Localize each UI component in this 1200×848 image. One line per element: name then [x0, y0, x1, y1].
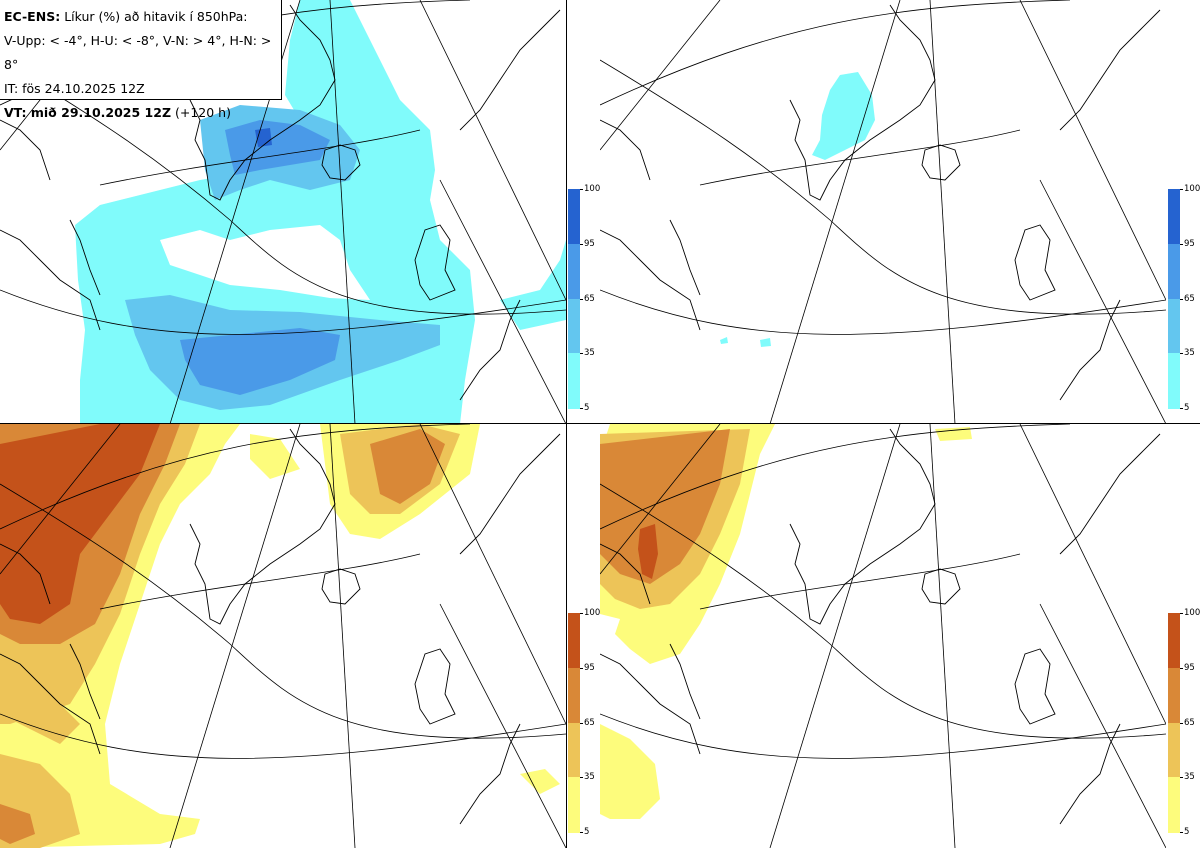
probability-field — [720, 72, 875, 347]
colorbar-tick-label: 35 — [584, 348, 595, 359]
colorbar-tick-label: 95 — [584, 662, 595, 673]
colorbar-segment — [1168, 777, 1180, 833]
coastlines — [600, 428, 1161, 825]
colorbar-tick-label: 35 — [1184, 772, 1195, 783]
probability-map — [0, 0, 566, 424]
colorbar-tick-label: 100 — [1184, 184, 1200, 194]
probability-field — [75, 0, 566, 424]
colorbar-segment — [1168, 722, 1180, 778]
colorbar-warm-left: 100 95 65 35 5 — [568, 608, 600, 837]
colorbar-segment — [568, 298, 580, 354]
valid-time: VT: mið 29.10.2025 12Z — [4, 105, 172, 120]
colorbar-tick-label: 35 — [1184, 348, 1195, 359]
colorbar-segment — [1168, 243, 1180, 299]
map-panel-cold-moderate: EC-ENS: Líkur (%) að hitavik í 850hPa: V… — [0, 0, 566, 424]
coastlines — [600, 4, 1161, 401]
colorbar-segment — [1168, 613, 1180, 669]
colorbar-tick-mark — [580, 298, 583, 300]
colorbar-tick-label: 100 — [584, 184, 601, 194]
colorbar-segment — [1168, 353, 1180, 409]
colorbar-tick-mark — [580, 408, 583, 409]
colorbar-cold-left: 100 95 65 35 5 — [568, 184, 600, 413]
colorbar-tick-mark — [580, 667, 583, 669]
colorbar-tick-mark — [1180, 667, 1183, 669]
probability-map — [600, 424, 1166, 848]
colorbar-segment — [1168, 189, 1180, 245]
init-time: IT: fös 24.10.2025 12Z — [4, 81, 145, 96]
colorbar-tick-mark — [1180, 243, 1183, 245]
graticule — [600, 0, 1166, 424]
colorbar-tick-mark — [580, 613, 583, 614]
colorbar-tick-mark — [1180, 189, 1183, 190]
info-box: EC-ENS: Líkur (%) að hitavik í 850hPa: V… — [0, 0, 282, 120]
colorbar-segment — [568, 722, 580, 778]
colorbar-tick-label: 5 — [1184, 403, 1190, 413]
colorbar-segment — [568, 353, 580, 409]
colorbar-tick-mark — [1180, 613, 1183, 614]
colorbar-segment — [568, 243, 580, 299]
colorbar-segment — [568, 613, 580, 669]
chart-title: Líkur (%) að hitavik í 850hPa: — [64, 9, 248, 24]
coastlines — [0, 428, 561, 825]
lead-time: (+120 h) — [175, 105, 231, 120]
probability-field — [0, 424, 560, 848]
graticule — [0, 424, 566, 848]
probability-field — [600, 424, 972, 819]
colorbar-tick-label: 95 — [1184, 662, 1195, 673]
colorbar-tick-label: 65 — [1184, 293, 1195, 304]
colorbar-tick-label: 5 — [584, 827, 590, 837]
colorbar-tick-label: 5 — [584, 403, 590, 413]
colorbar-tick-mark — [1180, 832, 1183, 833]
colorbar-tick-label: 100 — [584, 608, 601, 618]
colorbar-tick-label: 95 — [584, 238, 595, 249]
panel-divider-vertical — [566, 0, 567, 848]
colorbar-tick-mark — [580, 777, 583, 779]
panel-divider-horizontal — [0, 423, 1200, 424]
colorbar-tick-mark — [1180, 353, 1183, 355]
colorbar-tick-mark — [580, 189, 583, 190]
colorbar-tick-label: 65 — [1184, 717, 1195, 728]
colorbar-tick-label: 100 — [1184, 608, 1200, 618]
colorbar-tick-mark — [580, 832, 583, 833]
colorbar-segment — [568, 667, 580, 723]
probability-map — [0, 424, 566, 848]
map-panel-cold-strong — [600, 0, 1166, 424]
colorbar-tick-label: 5 — [1184, 827, 1190, 837]
colorbar-segment — [1168, 667, 1180, 723]
model-label: EC-ENS: — [4, 9, 61, 24]
colorbar-tick-label: 95 — [1184, 238, 1195, 249]
colorbar-tick-mark — [1180, 408, 1183, 409]
colorbar-tick-mark — [580, 353, 583, 355]
colorbar-segment — [1168, 298, 1180, 354]
probability-map — [600, 0, 1166, 424]
map-panel-warm-moderate — [0, 424, 566, 848]
colorbar-tick-mark — [580, 722, 583, 724]
map-panel-warm-strong — [600, 424, 1166, 848]
colorbar-tick-mark — [1180, 777, 1183, 779]
coastlines — [0, 4, 561, 401]
thresholds-text: V-Upp: < -4°, H-U: < -8°, V-N: > 4°, H-N… — [4, 33, 272, 72]
graticule — [600, 424, 1166, 848]
colorbar-tick-mark — [1180, 298, 1183, 300]
colorbar-tick-label: 35 — [584, 772, 595, 783]
colorbar-cold-right: 100 95 65 35 5 — [1168, 184, 1200, 413]
colorbar-tick-mark — [1180, 722, 1183, 724]
colorbar-tick-mark — [580, 243, 583, 245]
colorbar-tick-label: 65 — [584, 717, 595, 728]
colorbar-warm-right: 100 95 65 35 5 — [1168, 608, 1200, 837]
colorbar-tick-label: 65 — [584, 293, 595, 304]
colorbar-segment — [568, 777, 580, 833]
colorbar-segment — [568, 189, 580, 245]
